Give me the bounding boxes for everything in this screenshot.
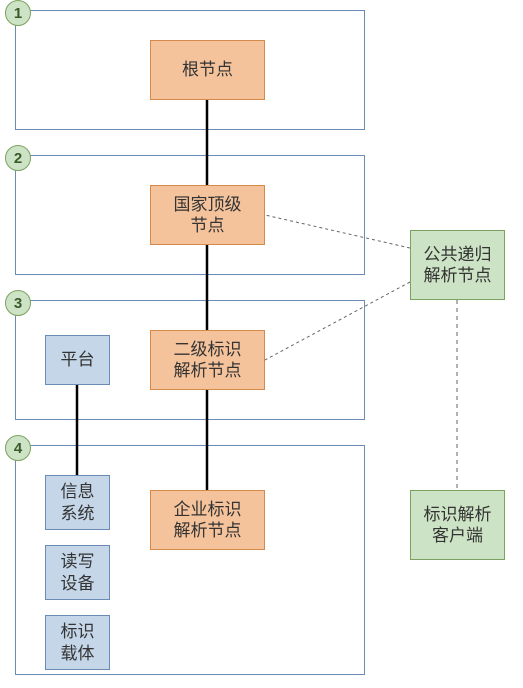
node-carrier: 标识 载体 xyxy=(45,615,110,670)
node-rw: 读写 设备 xyxy=(45,545,110,600)
node-client: 标识解析 客户端 xyxy=(410,490,505,560)
diagram-canvas: 1 2 3 4 根节点国家顶级 节点二级标识 解析节点企业标识 解析节点 平台信息 系统读… xyxy=(0,0,523,688)
layer-badge-2: 2 xyxy=(5,145,31,171)
node-second: 二级标识 解析节点 xyxy=(150,330,265,390)
node-root: 根节点 xyxy=(150,40,265,100)
node-platform: 平台 xyxy=(45,335,110,385)
layer-badge-4: 4 xyxy=(5,435,31,461)
layer-badge-3: 3 xyxy=(5,290,31,316)
node-top: 国家顶级 节点 xyxy=(150,185,265,245)
node-ent: 企业标识 解析节点 xyxy=(150,490,265,550)
node-public: 公共递归 解析节点 xyxy=(410,230,505,300)
layer-badge-1: 1 xyxy=(5,0,31,26)
node-info: 信息 系统 xyxy=(45,475,110,530)
